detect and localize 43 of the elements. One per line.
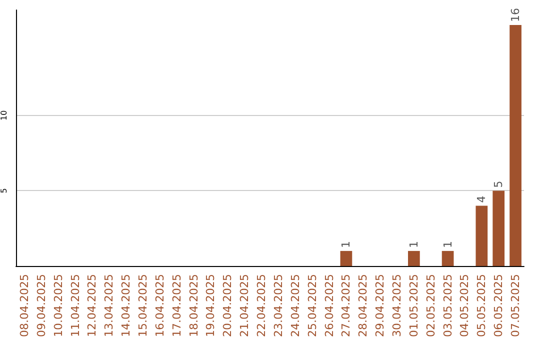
- x-tick-label: 19.04.2025: [204, 274, 218, 338]
- x-tick-label: 15.04.2025: [136, 274, 150, 338]
- data-label: 4: [475, 196, 488, 203]
- x-tick-label: 08.04.2025: [18, 274, 31, 338]
- bar: [476, 206, 488, 266]
- bar: [340, 250, 352, 266]
- x-tick-label: 20.04.2025: [221, 274, 234, 338]
- x-tick-label: 17.04.2025: [170, 274, 184, 338]
- y-tick-label: 10: [0, 110, 8, 121]
- x-tick-label: 09.04.2025: [34, 274, 48, 338]
- bar: [442, 250, 454, 266]
- x-tick-label: 04.05.2025: [458, 274, 472, 338]
- x-tick-label: 22.04.2025: [255, 274, 268, 338]
- x-tick-label: 10.04.2025: [52, 274, 65, 338]
- x-tick-label: 25.04.2025: [306, 274, 319, 338]
- data-label: 1: [441, 240, 454, 248]
- x-tick-label: 26.04.2025: [322, 274, 336, 338]
- x-tick-label: 11.04.2025: [68, 274, 82, 338]
- x-tick-label: 30.04.2025: [390, 274, 404, 338]
- x-tick-label: 12.04.2025: [86, 274, 99, 338]
- x-tick-label: 02.05.2025: [424, 274, 438, 338]
- x-tick-label: 18.04.2025: [187, 274, 200, 338]
- x-tick-label: 27.04.2025: [340, 274, 353, 338]
- x-tick-label: 05.05.2025: [475, 274, 488, 338]
- bar: [492, 190, 505, 266]
- data-label: 16: [509, 8, 522, 22]
- x-tick-label: 21.04.2025: [238, 274, 252, 338]
- x-tick-label: 13.04.2025: [102, 274, 116, 338]
- data-label: 1: [407, 240, 420, 248]
- x-tick-label: 14.04.2025: [120, 274, 133, 338]
- x-tick-label: 01.05.2025: [407, 274, 420, 338]
- bar: [408, 250, 420, 266]
- bar: [510, 25, 522, 266]
- x-tick-label: 03.05.2025: [441, 274, 454, 338]
- x-tick-label: 24.04.2025: [288, 274, 302, 338]
- data-label: 1: [340, 240, 353, 248]
- x-tick-label: 28.04.2025: [356, 274, 370, 338]
- x-tick-label: 29.04.2025: [374, 274, 387, 338]
- x-tick-label: 23.04.2025: [272, 274, 285, 338]
- x-tick-label: 16.04.2025: [153, 274, 166, 338]
- x-tick-label: 07.05.2025: [509, 274, 522, 338]
- x-tick-label: 06.05.2025: [492, 274, 506, 338]
- data-label: 5: [492, 180, 506, 188]
